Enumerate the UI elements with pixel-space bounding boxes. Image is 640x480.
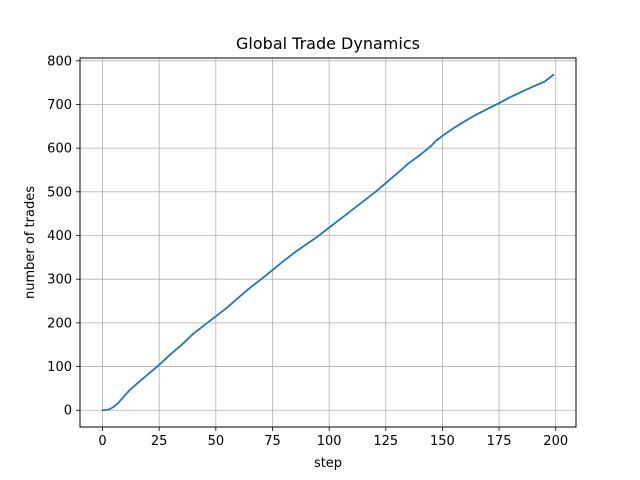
x-tick-label: 100: [317, 434, 342, 449]
grid: [80, 58, 576, 427]
series-layer: [101, 73, 555, 412]
y-tick-label: 200: [47, 316, 72, 331]
x-tick-label: 0: [98, 434, 106, 449]
series-line: [101, 73, 555, 412]
y-tick-label: 600: [47, 142, 72, 157]
x-axis-label: step: [314, 456, 342, 471]
plot-frame: [79, 57, 577, 428]
y-tick-label: 700: [47, 98, 72, 113]
x-tick-label: 200: [543, 434, 568, 449]
y-tick-label: 0: [64, 404, 72, 419]
y-tick-label: 800: [47, 54, 72, 69]
chart-title: Global Trade Dynamics: [236, 34, 420, 53]
y-tick-label: 500: [47, 185, 72, 200]
y-tick-label: 100: [47, 360, 72, 375]
x-tick-label: 175: [487, 434, 512, 449]
x-tick-label: 25: [151, 434, 168, 449]
y-tick-label: 300: [47, 273, 72, 288]
ticks: 0 25 50 75 100 125 150 175 200 0 100 200 300 400 500 60…: [47, 54, 568, 449]
y-tick-label: 400: [47, 229, 72, 244]
x-tick-label: 150: [430, 434, 455, 449]
y-axis-label: number of trades: [23, 186, 38, 299]
plot-area: [80, 58, 576, 427]
x-tick-label: 75: [264, 434, 281, 449]
x-tick-label: 50: [208, 434, 225, 449]
x-tick-label: 125: [373, 434, 398, 449]
